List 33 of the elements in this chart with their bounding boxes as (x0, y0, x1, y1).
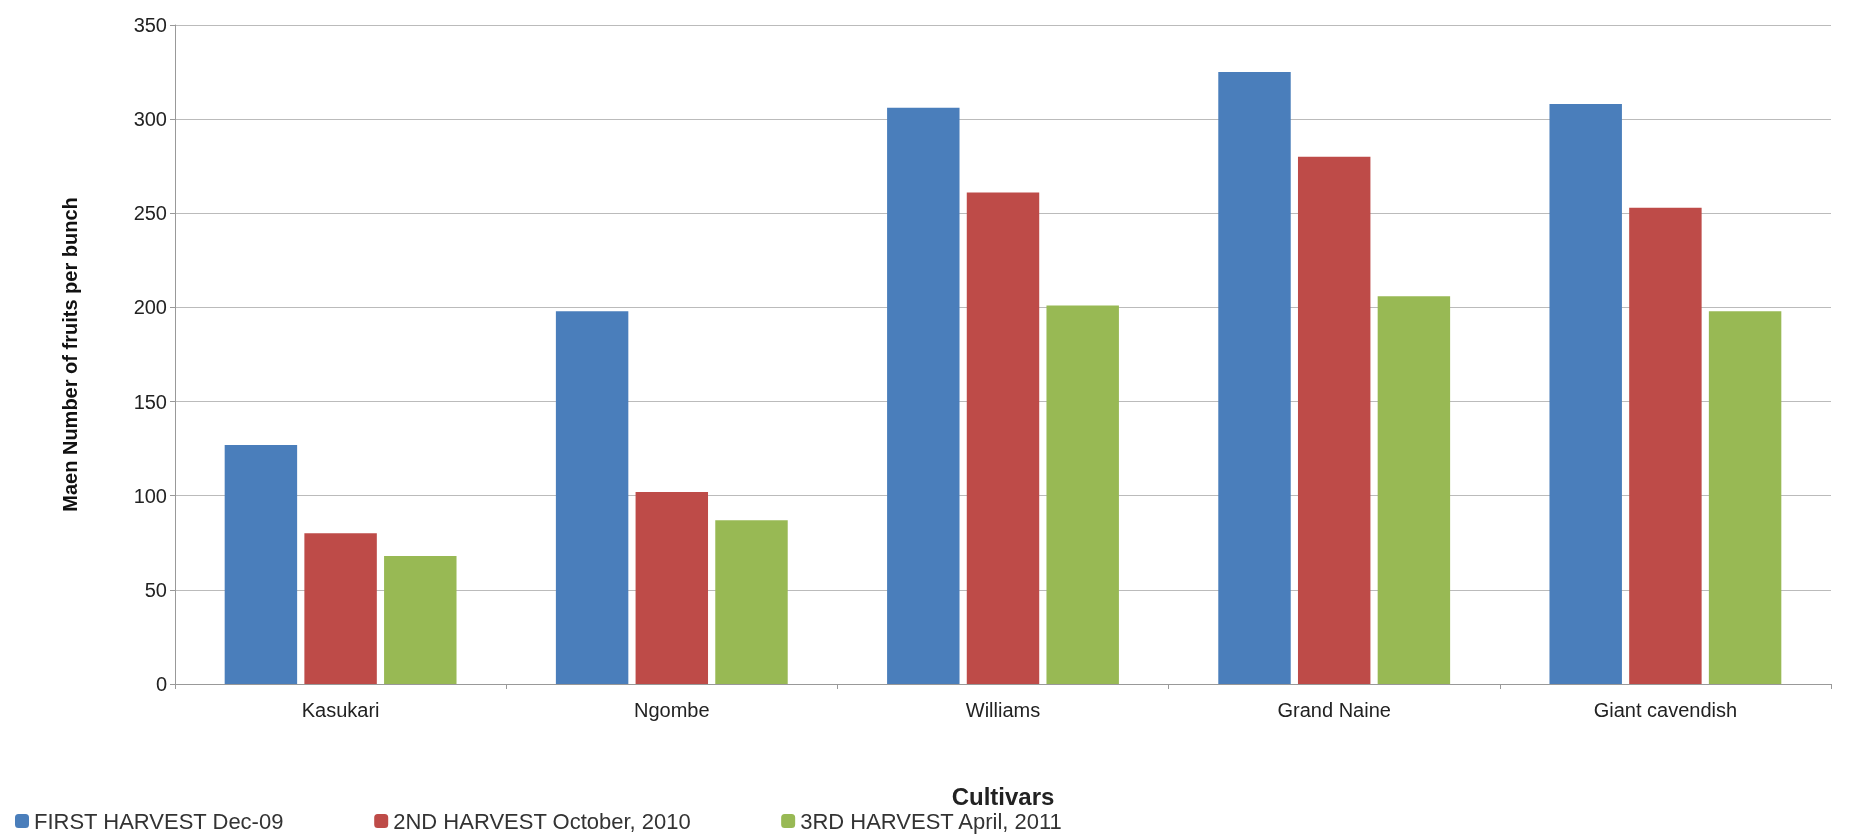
x-tick-label: Grand Naine (1277, 699, 1391, 721)
x-tick-label: Williams (965, 699, 1041, 721)
y-axis-title: Maen Number of fruits per bunch (59, 197, 81, 512)
legend-label: 2ND HARVEST October, 2010 (393, 808, 691, 834)
bar (1297, 156, 1371, 684)
y-tick-label: 150 (133, 390, 167, 413)
y-tick-label: 50 (144, 578, 167, 601)
legend-label: FIRST HARVEST Dec-09 (34, 808, 284, 834)
y-tick-label: 200 (133, 296, 167, 319)
bar (887, 107, 960, 684)
bar (1549, 104, 1622, 684)
bar (1708, 311, 1782, 684)
bar (304, 533, 377, 684)
bar (715, 520, 788, 684)
y-tick-label: 350 (133, 14, 167, 36)
bar (1046, 305, 1119, 684)
x-tick-label: Kasukari (301, 699, 380, 721)
y-tick-label: 100 (133, 484, 167, 507)
bar (966, 192, 1040, 684)
x-axis-title: Cultivars (951, 782, 1055, 810)
legend-label: 3RD HARVEST April, 2011 (800, 808, 1062, 834)
bar (384, 555, 457, 684)
bar (1218, 72, 1291, 684)
bar (555, 311, 629, 684)
y-tick-label: 300 (133, 108, 167, 131)
y-tick-label: 250 (133, 202, 167, 225)
bar (1629, 207, 1702, 684)
bar (635, 491, 709, 684)
bar (224, 444, 298, 684)
y-tick-label: 0 (155, 673, 167, 695)
x-tick-label: Ngombe (634, 699, 710, 721)
bar (1377, 296, 1451, 684)
x-tick-label: Giant cavendish (1593, 699, 1738, 721)
